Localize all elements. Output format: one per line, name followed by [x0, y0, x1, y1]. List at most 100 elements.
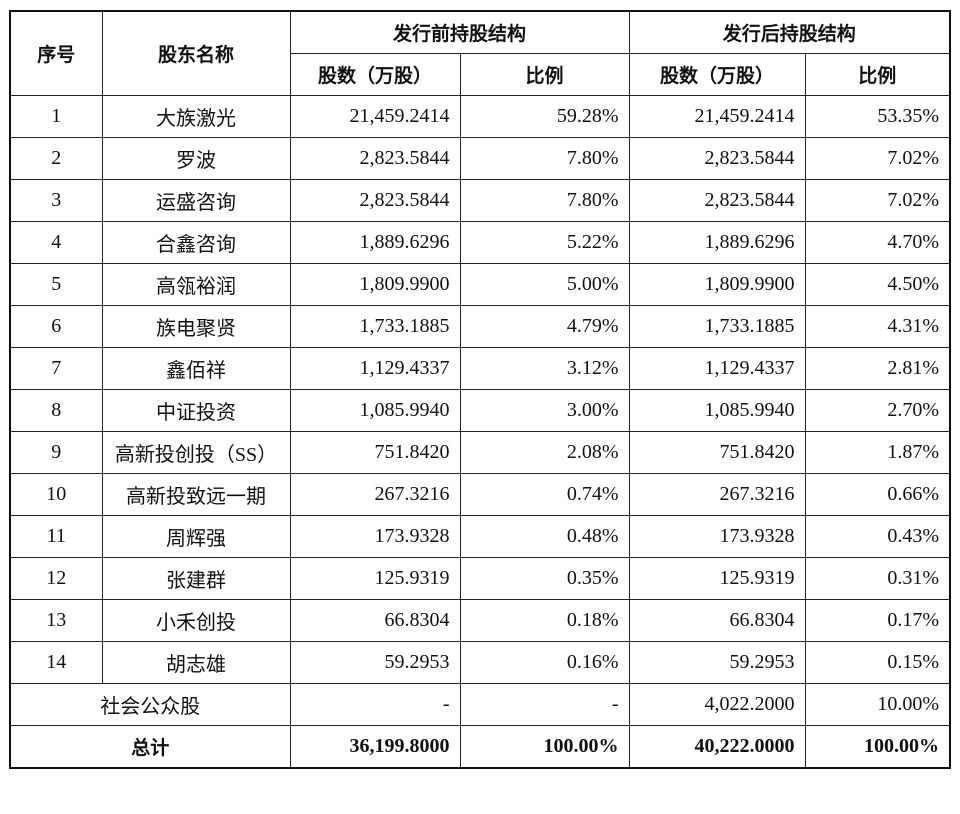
table-cell: 1,889.6296 — [289, 221, 461, 264]
table-cell: 社会公众股 — [9, 683, 291, 726]
table-cell: 8 — [9, 389, 103, 432]
table-cell: 4.50% — [804, 263, 951, 306]
table-cell: 高新投创投（SS） — [101, 431, 291, 474]
table-row: 5 高瓴裕润 1,809.9900 5.00% 1,809.9900 4.50% — [9, 263, 951, 306]
table-cell: 2 — [9, 137, 103, 180]
table-row: 2 罗波 2,823.5844 7.80% 2,823.5844 7.02% — [9, 137, 951, 180]
table-cell: 10 — [9, 473, 103, 516]
header-cell: 比例 — [459, 53, 630, 96]
table-cell: - — [289, 683, 461, 726]
table-cell: 1,085.9940 — [289, 389, 461, 432]
table-cell: 751.8420 — [628, 431, 806, 474]
table-cell: 4.79% — [459, 305, 630, 348]
table-cell: 总计 — [9, 725, 291, 769]
table-cell: 21,459.2414 — [628, 95, 806, 138]
table-cell: 40,222.0000 — [628, 725, 806, 769]
table-row: 12 张建群 125.9319 0.35% 125.9319 0.31% — [9, 557, 951, 600]
header-cell: 序号 — [9, 10, 103, 96]
table-cell: 14 — [9, 641, 103, 684]
table-cell: 0.48% — [459, 515, 630, 558]
table-cell: 7.02% — [804, 137, 951, 180]
table-cell: 运盛咨询 — [101, 179, 291, 222]
table-row: 13 小禾创投 66.8304 0.18% 66.8304 0.17% — [9, 599, 951, 642]
table-cell: 0.15% — [804, 641, 951, 684]
table-cell: 267.3216 — [289, 473, 461, 516]
table-cell: 5.00% — [459, 263, 630, 306]
table-cell: 125.9319 — [289, 557, 461, 600]
table-row: 10 高新投致远一期 267.3216 0.74% 267.3216 0.66% — [9, 473, 951, 516]
table-cell: 张建群 — [101, 557, 291, 600]
table-cell: 59.28% — [459, 95, 630, 138]
table-cell: 53.35% — [804, 95, 951, 138]
table-cell: 59.2953 — [628, 641, 806, 684]
table-cell: 2,823.5844 — [628, 137, 806, 180]
table-cell: 高瓴裕润 — [101, 263, 291, 306]
table-cell: 2,823.5844 — [289, 179, 461, 222]
table-cell: 0.18% — [459, 599, 630, 642]
table-row: 9 高新投创投（SS） 751.8420 2.08% 751.8420 1.87% — [9, 431, 951, 474]
table-cell: 5 — [9, 263, 103, 306]
table-cell: 合鑫咨询 — [101, 221, 291, 264]
table-cell: 0.31% — [804, 557, 951, 600]
table-row: 8 中证投资 1,085.9940 3.00% 1,085.9940 2.70% — [9, 389, 951, 432]
table-cell: 66.8304 — [289, 599, 461, 642]
table-cell: 4 — [9, 221, 103, 264]
header-cell: 发行前持股结构 — [289, 10, 630, 54]
table-cell: 1,733.1885 — [289, 305, 461, 348]
table-cell: 4.70% — [804, 221, 951, 264]
table-cell: 中证投资 — [101, 389, 291, 432]
table-cell: 21,459.2414 — [289, 95, 461, 138]
table-cell: 100.00% — [459, 725, 630, 769]
table-cell: 大族激光 — [101, 95, 291, 138]
table-cell: 1,889.6296 — [628, 221, 806, 264]
table-body: 1 大族激光 21,459.2414 59.28% 21,459.2414 53.35% 2… — [9, 95, 951, 769]
table-cell: 高新投致远一期 — [101, 473, 291, 516]
table-cell: 4.31% — [804, 305, 951, 348]
table-cell: 0.66% — [804, 473, 951, 516]
header-cell: 比例 — [804, 53, 951, 96]
table-cell: 9 — [9, 431, 103, 474]
table-cell: 3 — [9, 179, 103, 222]
table-cell: 2.08% — [459, 431, 630, 474]
table-cell: 1,085.9940 — [628, 389, 806, 432]
table-cell: 0.16% — [459, 641, 630, 684]
table-row: 6 族电聚贤 1,733.1885 4.79% 1,733.1885 4.31% — [9, 305, 951, 348]
table-cell: 125.9319 — [628, 557, 806, 600]
table-cell: 族电聚贤 — [101, 305, 291, 348]
table-cell: 1,809.9900 — [628, 263, 806, 306]
table-row: 11 周辉强 173.9328 0.48% 173.9328 0.43% — [9, 515, 951, 558]
table-row: 3 运盛咨询 2,823.5844 7.80% 2,823.5844 7.02% — [9, 179, 951, 222]
table-cell: 2,823.5844 — [289, 137, 461, 180]
header-cell: 股数（万股） — [628, 53, 806, 96]
shareholding-table: 序号 股东名称 发行前持股结构 发行后持股结构 股数（万股） 比例 股数（万股）… — [9, 10, 951, 769]
table-row: 社会公众股 - -4,022.2000 10.00% — [9, 683, 951, 726]
table-cell: 2.81% — [804, 347, 951, 390]
table-cell: 鑫佰祥 — [101, 347, 291, 390]
table-cell: 7 — [9, 347, 103, 390]
table-cell: 7.02% — [804, 179, 951, 222]
table-cell: 3.12% — [459, 347, 630, 390]
table-cell: 2.70% — [804, 389, 951, 432]
table-cell: 173.9328 — [289, 515, 461, 558]
table-row: 总计 36,199.8000 100.00% 40,222.0000 100.00% — [9, 725, 951, 769]
table-cell: 罗波 — [101, 137, 291, 180]
table-cell: 周辉强 — [101, 515, 291, 558]
table-cell: 1,129.4337 — [289, 347, 461, 390]
table-row: 14 胡志雄 59.2953 0.16% 59.2953 0.15% — [9, 641, 951, 684]
table-cell: 13 — [9, 599, 103, 642]
table-cell: 1,129.4337 — [628, 347, 806, 390]
table-cell: 10.00% — [804, 683, 951, 726]
table-cell: 12 — [9, 557, 103, 600]
table-cell: 小禾创投 — [101, 599, 291, 642]
table-cell: 173.9328 — [628, 515, 806, 558]
table-cell: 6 — [9, 305, 103, 348]
table-cell: 36,199.8000 — [289, 725, 461, 769]
table-cell: 0.43% — [804, 515, 951, 558]
table-cell: 7.80% — [459, 179, 630, 222]
table-cell: 0.35% — [459, 557, 630, 600]
table-cell: 4,022.2000 — [628, 683, 806, 726]
table-cell: 3.00% — [459, 389, 630, 432]
table-cell: 7.80% — [459, 137, 630, 180]
table-cell: - — [459, 683, 630, 726]
table-cell: 66.8304 — [628, 599, 806, 642]
